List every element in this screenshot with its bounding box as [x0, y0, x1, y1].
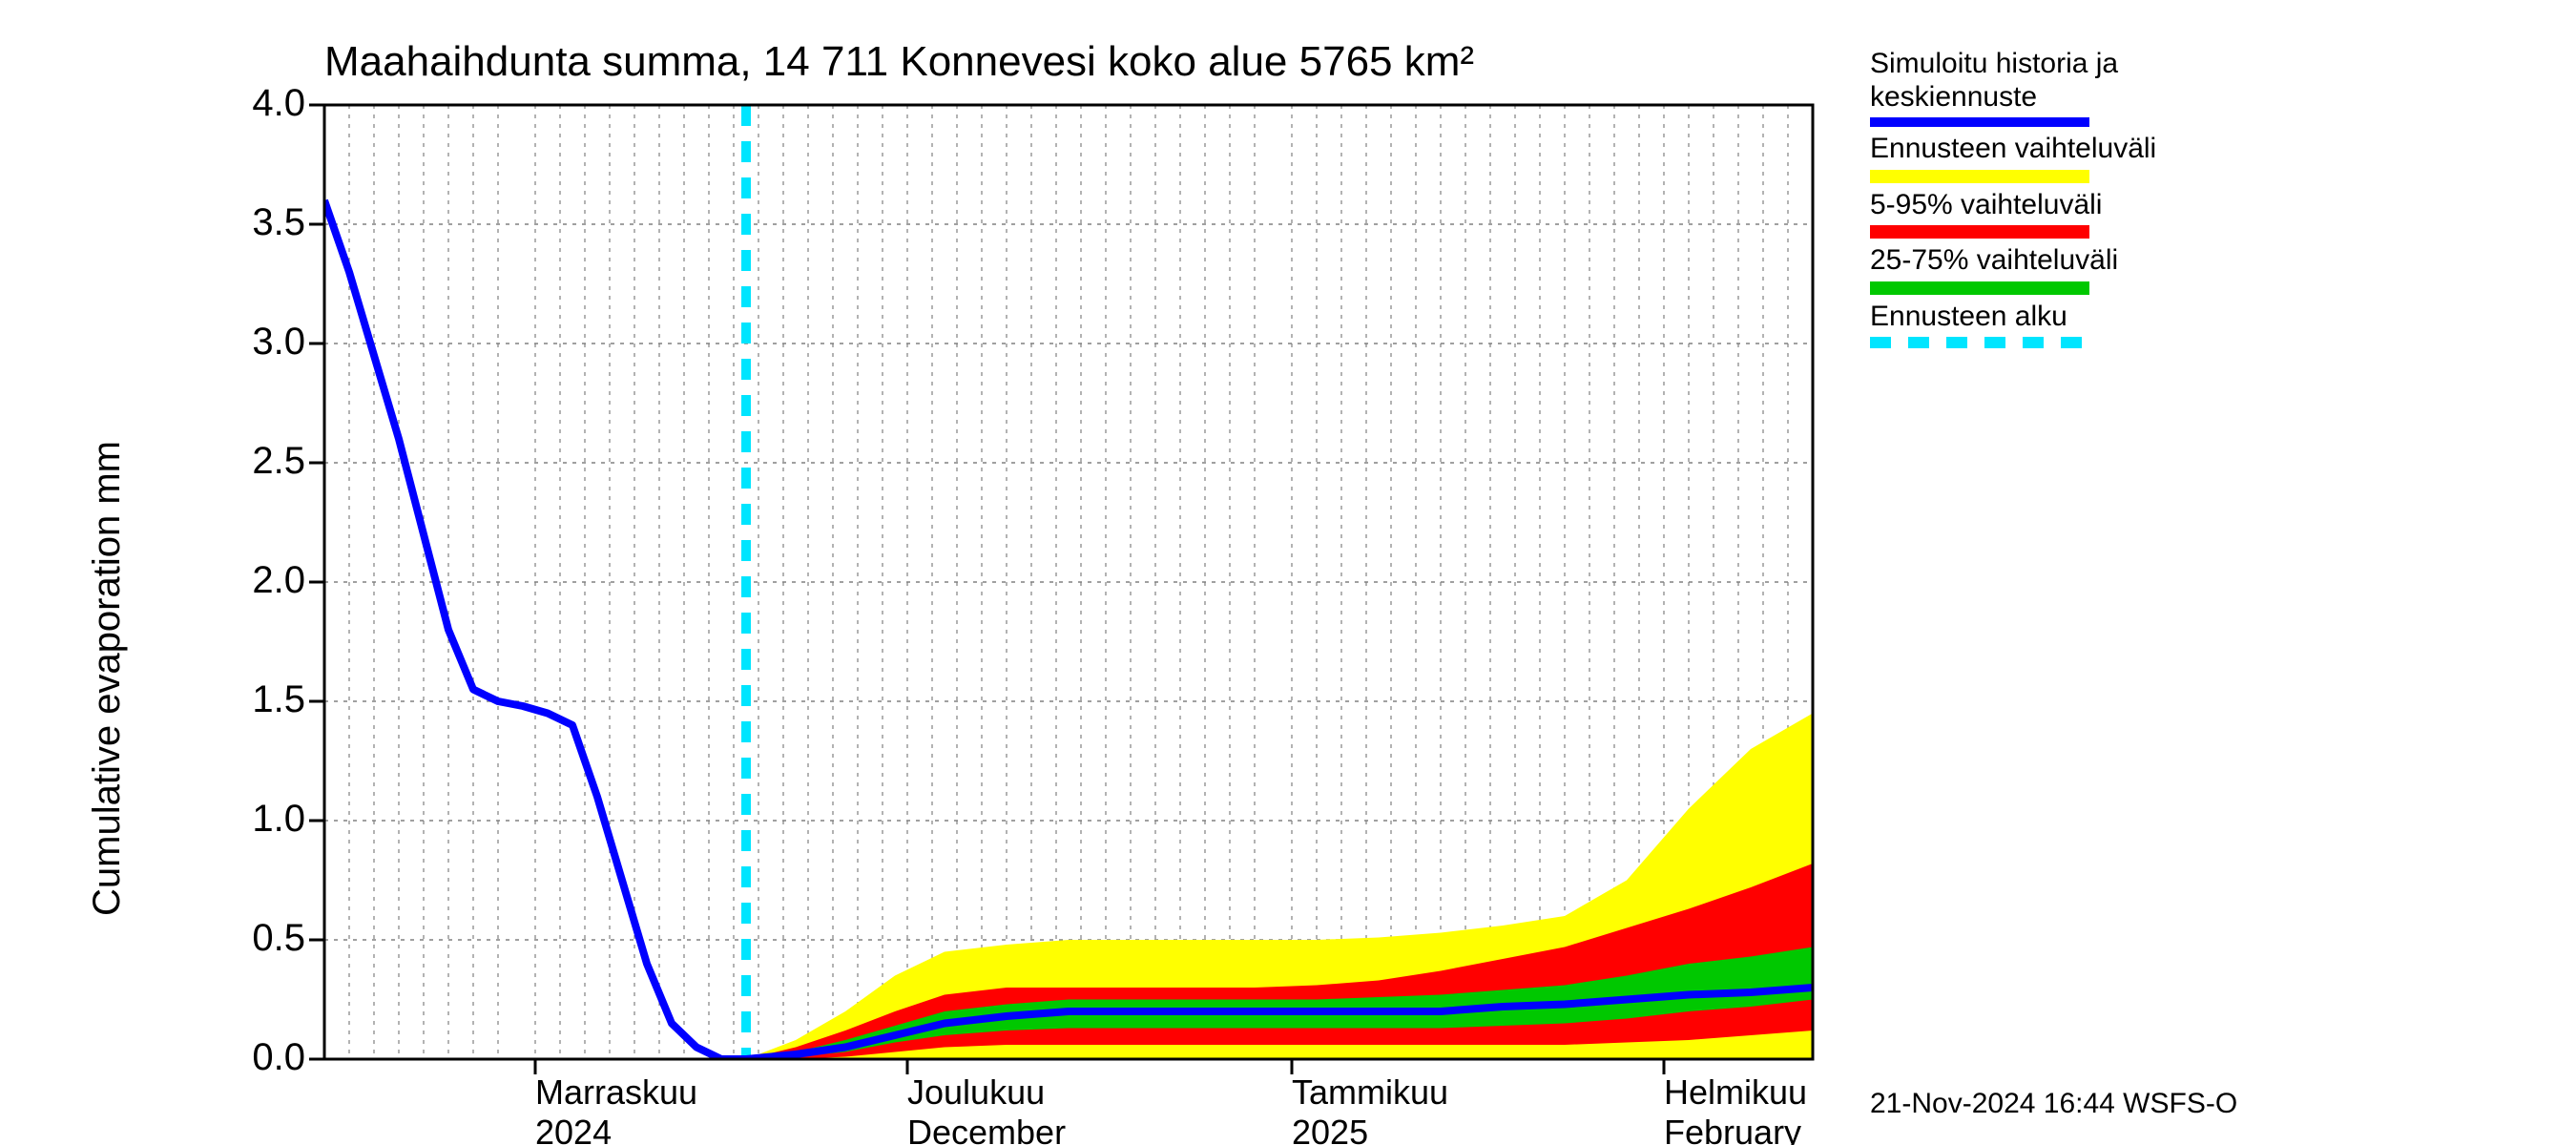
chart-root: Maahaihdunta summa, 14 711 Konnevesi kok… — [0, 0, 2576, 1145]
y-tick-label: 3.0 — [219, 321, 305, 364]
legend: Simuloitu historia ja keskiennuste Ennus… — [1870, 48, 2156, 354]
x-month-label-top: Marraskuu — [535, 1072, 697, 1113]
legend-item-full-range: Ennusteen vaihteluväli — [1870, 133, 2156, 183]
plot-area — [0, 0, 2576, 1145]
legend-swatch-cyan-dash — [1870, 337, 2089, 348]
legend-swatch-blue-line — [1870, 117, 2089, 127]
y-tick-label: 2.5 — [219, 440, 305, 483]
x-month-label-top: Joulukuu — [907, 1072, 1045, 1113]
legend-swatch-green — [1870, 281, 2089, 295]
y-tick-label: 4.0 — [219, 82, 305, 125]
y-tick-label: 1.0 — [219, 798, 305, 841]
legend-item-forecast-start: Ennusteen alku — [1870, 301, 2156, 349]
y-tick-label: 0.0 — [219, 1036, 305, 1079]
y-tick-label: 0.5 — [219, 917, 305, 960]
legend-label: 25-75% vaihteluväli — [1870, 244, 2156, 278]
y-tick-label: 2.0 — [219, 559, 305, 602]
x-month-label-bottom: February — [1664, 1113, 1801, 1145]
x-month-label-top: Helmikuu — [1664, 1072, 1807, 1113]
legend-item-history: Simuloitu historia ja keskiennuste — [1870, 48, 2156, 127]
legend-label: Ennusteen alku — [1870, 301, 2156, 334]
legend-swatch-yellow — [1870, 170, 2089, 183]
y-tick-label: 3.5 — [219, 201, 305, 244]
x-month-label-top: Tammikuu — [1292, 1072, 1448, 1113]
legend-label: keskiennuste — [1870, 81, 2156, 114]
legend-label: 5-95% vaihteluväli — [1870, 189, 2156, 222]
legend-swatch-red — [1870, 225, 2089, 239]
legend-label: Simuloitu historia ja — [1870, 48, 2156, 81]
x-month-label-bottom: December — [907, 1113, 1066, 1145]
y-tick-label: 1.5 — [219, 678, 305, 721]
timestamp-label: 21-Nov-2024 16:44 WSFS-O — [1870, 1088, 2237, 1120]
x-month-label-bottom: 2024 — [535, 1113, 612, 1145]
legend-item-50-range: 25-75% vaihteluväli — [1870, 244, 2156, 295]
legend-item-90-range: 5-95% vaihteluväli — [1870, 189, 2156, 239]
legend-label: Ennusteen vaihteluväli — [1870, 133, 2156, 166]
x-month-label-bottom: 2025 — [1292, 1113, 1368, 1145]
